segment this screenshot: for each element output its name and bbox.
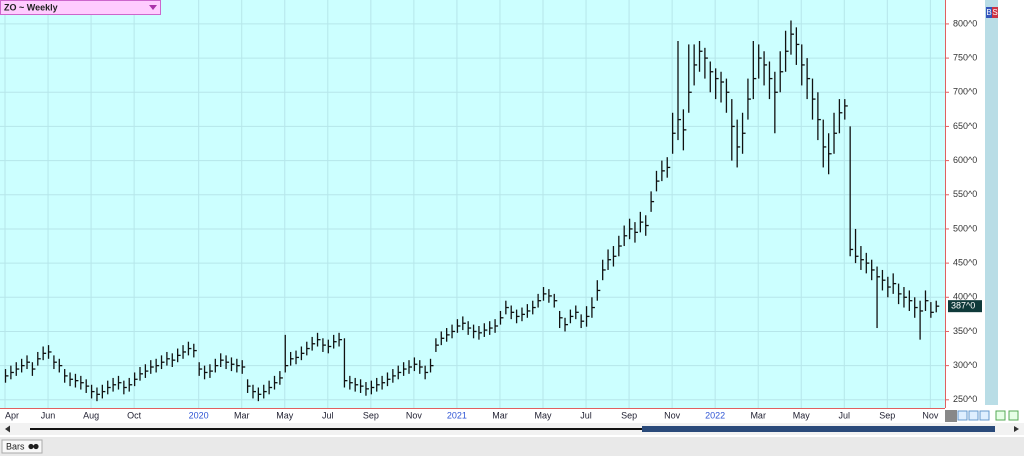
y-tick-label: 550^0 <box>953 189 977 199</box>
x-tick-label: May <box>793 410 811 420</box>
tab-icon <box>28 443 34 450</box>
tool-button[interactable] <box>1008 410 1019 421</box>
chart-title: ZO ~ Weekly <box>4 2 58 12</box>
tool-button[interactable] <box>968 410 979 421</box>
x-tick-label: Sep <box>879 410 895 420</box>
scroll-left[interactable] <box>5 425 10 433</box>
y-tick-label: 750^0 <box>953 52 977 62</box>
bars-tab-label: Bars <box>6 441 25 451</box>
title-dropdown[interactable] <box>149 5 157 10</box>
x-tick-label: Mar <box>234 410 250 420</box>
y-tick-label: 600^0 <box>953 155 977 165</box>
x-tick-label: 2020 <box>189 410 209 420</box>
last-price-box <box>948 300 982 313</box>
side-strip <box>985 0 998 405</box>
badge-s: S <box>992 8 997 17</box>
x-tick-label: Nov <box>664 410 681 420</box>
y-tick-label: 250^0 <box>953 394 977 404</box>
x-tick-label: Jun <box>41 410 56 420</box>
x-tick-label: Jul <box>580 410 592 420</box>
y-tick-label: 400^0 <box>953 292 977 302</box>
toolbar-buttons <box>957 410 1019 421</box>
x-tick-label: Jul <box>839 410 851 420</box>
bars-tab[interactable] <box>1 439 43 454</box>
x-tick-label: Apr <box>5 410 19 420</box>
x-tick-label: Nov <box>406 410 423 420</box>
grid <box>0 0 945 408</box>
tab-icon <box>33 443 39 450</box>
y-tick-label: 300^0 <box>953 360 977 370</box>
axis-labels: 250^0 300^0 350^0 400^0 450^0 500^0 550^0 600^0… <box>5 18 982 420</box>
x-tick-label: Mar <box>492 410 508 420</box>
x-tick-label: Aug <box>83 410 99 420</box>
price-axis-area <box>946 0 985 408</box>
x-tick-label: 2021 <box>447 410 467 420</box>
x-tick-label: Mar <box>750 410 766 420</box>
y-tick-label: 450^0 <box>953 257 977 267</box>
y-tick-label: 800^0 <box>953 18 977 28</box>
tool-button[interactable] <box>957 410 968 421</box>
x-tick-label: Nov <box>922 410 939 420</box>
tool-button[interactable] <box>995 410 1006 421</box>
x-tick-label: Oct <box>127 410 142 420</box>
y-tick-label: 350^0 <box>953 326 977 336</box>
title-box[interactable] <box>0 0 161 15</box>
x-tick-label: Sep <box>621 410 637 420</box>
price-bars <box>4 20 940 402</box>
tool-button[interactable] <box>979 410 990 421</box>
x-tick-label: 2022 <box>705 410 725 420</box>
y-tick-label: 700^0 <box>953 87 977 97</box>
plot-area <box>0 0 945 408</box>
corner-box <box>945 410 957 422</box>
y-tick-label: 650^0 <box>953 121 977 131</box>
badge-b: B <box>986 8 991 17</box>
y-tick-label: 500^0 <box>953 223 977 233</box>
x-tick-label: May <box>276 410 294 420</box>
x-tick-label: Jul <box>322 410 334 420</box>
tab-bar <box>0 437 1024 456</box>
badge-b-bg[interactable] <box>986 7 992 18</box>
x-tick-label: May <box>534 410 552 420</box>
badge-s-bg[interactable] <box>992 7 998 18</box>
scroll-thumb[interactable] <box>642 426 995 432</box>
x-tick-label: Sep <box>363 410 379 420</box>
last-price-label: 387^0 <box>951 301 975 311</box>
scroll-right[interactable] <box>1014 426 1019 432</box>
